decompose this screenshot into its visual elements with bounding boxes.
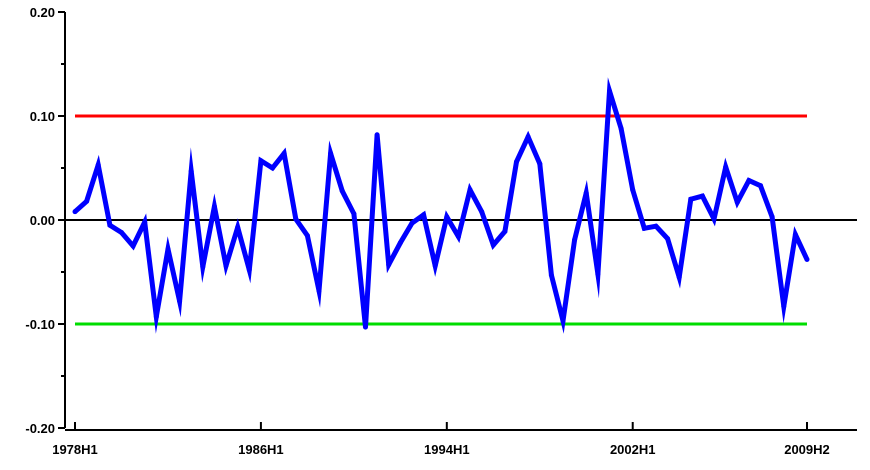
data-point <box>188 168 194 174</box>
data-point <box>118 229 124 235</box>
data-point <box>235 224 241 230</box>
tick-labels: 0.20 0.10 0.00 -0.10 -0.20 1978H1 1986H1 1994H1… <box>25 5 829 457</box>
data-point <box>293 216 299 222</box>
data-point <box>153 314 159 320</box>
x-tick-label: 2009H2 <box>784 442 830 457</box>
data-point <box>177 298 183 304</box>
y-tick-label: 0.00 <box>30 213 55 228</box>
data-point <box>572 237 578 243</box>
data-point <box>281 150 287 156</box>
data-point <box>479 209 485 215</box>
data-point <box>339 188 345 194</box>
data-point <box>200 264 206 270</box>
data-point <box>467 187 473 193</box>
data-point <box>107 222 113 228</box>
data-point <box>386 262 392 268</box>
data-point <box>374 132 380 138</box>
data-point <box>514 159 520 165</box>
data-point <box>84 198 90 204</box>
data-point <box>211 203 217 209</box>
x-tick-label: 1978H1 <box>52 442 98 457</box>
data-point <box>223 263 229 269</box>
axes <box>58 11 857 431</box>
data-point <box>583 190 589 196</box>
data-point <box>130 243 136 249</box>
data-point <box>455 234 461 240</box>
data-point <box>525 134 531 140</box>
data-point <box>270 165 276 171</box>
data-point <box>758 183 764 189</box>
data-point <box>444 214 450 220</box>
data-point <box>769 214 775 220</box>
y-tick-label: 0.10 <box>30 109 55 124</box>
x-tick-label: 1986H1 <box>238 442 284 457</box>
x-tick-label: 1994H1 <box>424 442 470 457</box>
data-point <box>618 125 624 131</box>
x-tick-label: 2002H1 <box>610 442 656 457</box>
data-point <box>606 88 612 94</box>
data-point <box>316 288 322 294</box>
data-point <box>641 225 647 231</box>
y-tick-label: 0.20 <box>30 5 55 20</box>
data-point <box>142 219 148 225</box>
y-tick-label: -0.20 <box>25 421 55 436</box>
data-point <box>676 274 682 280</box>
data-point <box>781 303 787 309</box>
data-point <box>432 263 438 269</box>
data-point <box>699 193 705 199</box>
data-point <box>688 196 694 202</box>
data-point <box>421 212 427 218</box>
data-point <box>95 162 101 168</box>
data-point <box>304 233 310 239</box>
data-point <box>630 187 636 193</box>
data-point <box>804 257 810 263</box>
data-point <box>746 177 752 183</box>
data-point <box>711 216 717 222</box>
data-point <box>548 272 554 278</box>
data-point <box>665 236 671 242</box>
data-point <box>397 240 403 246</box>
data-point <box>792 232 798 238</box>
data-point <box>502 228 508 234</box>
data-point <box>490 242 496 248</box>
data-point <box>560 318 566 324</box>
data-point <box>409 220 415 226</box>
data-point <box>328 150 334 156</box>
data-point <box>723 164 729 170</box>
data-point <box>595 271 601 277</box>
series-group <box>72 77 810 334</box>
data-point <box>653 223 659 229</box>
data-point <box>165 246 171 252</box>
data-point <box>258 158 264 164</box>
data-point <box>246 267 252 273</box>
series-line-0 <box>73 77 810 334</box>
data-point <box>734 199 740 205</box>
data-point <box>537 161 543 167</box>
data-point <box>362 324 368 330</box>
data-point <box>72 209 78 215</box>
y-tick-label: -0.10 <box>25 317 55 332</box>
data-point <box>351 211 357 217</box>
